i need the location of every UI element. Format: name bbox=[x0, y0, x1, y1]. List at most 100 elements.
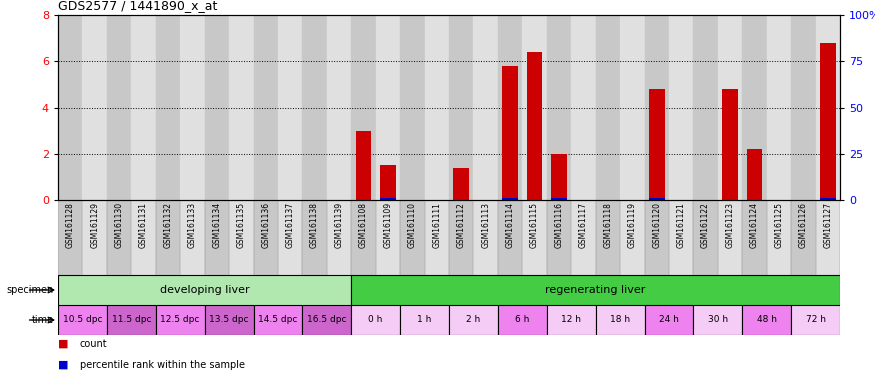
Text: GSM161135: GSM161135 bbox=[237, 202, 246, 248]
Bar bbox=[58, 15, 82, 200]
Bar bbox=[746, 149, 762, 200]
Bar bbox=[742, 15, 766, 200]
Text: GSM161139: GSM161139 bbox=[334, 202, 344, 248]
Bar bbox=[254, 200, 278, 275]
Bar bbox=[351, 305, 400, 335]
Bar bbox=[693, 15, 717, 200]
Text: regenerating liver: regenerating liver bbox=[545, 285, 646, 295]
Bar bbox=[327, 15, 351, 200]
Text: time: time bbox=[31, 315, 53, 325]
Text: GSM161129: GSM161129 bbox=[90, 202, 99, 248]
Text: GSM161115: GSM161115 bbox=[530, 202, 539, 248]
Bar bbox=[351, 15, 375, 200]
Text: GSM161108: GSM161108 bbox=[359, 202, 368, 248]
Text: GSM161133: GSM161133 bbox=[188, 202, 197, 248]
Text: GSM161127: GSM161127 bbox=[823, 202, 832, 248]
Bar bbox=[453, 168, 469, 200]
Text: GSM161126: GSM161126 bbox=[799, 202, 808, 248]
Bar bbox=[766, 200, 791, 275]
Bar bbox=[351, 275, 840, 305]
Text: GSM161120: GSM161120 bbox=[652, 202, 662, 248]
Bar bbox=[498, 15, 522, 200]
Bar bbox=[303, 200, 327, 275]
Bar bbox=[669, 200, 693, 275]
Text: GSM161113: GSM161113 bbox=[481, 202, 490, 248]
Text: GSM161134: GSM161134 bbox=[213, 202, 221, 248]
Bar bbox=[547, 200, 571, 275]
Bar bbox=[522, 200, 547, 275]
Text: GSM161117: GSM161117 bbox=[579, 202, 588, 248]
Text: 14.5 dpc: 14.5 dpc bbox=[258, 316, 298, 324]
Bar bbox=[375, 200, 400, 275]
Bar bbox=[766, 15, 791, 200]
Bar bbox=[596, 200, 620, 275]
Text: GDS2577 / 1441890_x_at: GDS2577 / 1441890_x_at bbox=[58, 0, 217, 12]
Text: ■: ■ bbox=[58, 360, 68, 370]
Bar bbox=[156, 305, 205, 335]
Text: GSM161112: GSM161112 bbox=[457, 202, 466, 248]
Bar bbox=[449, 305, 498, 335]
Text: ■: ■ bbox=[58, 339, 68, 349]
Bar bbox=[351, 200, 375, 275]
Bar bbox=[278, 15, 303, 200]
Bar bbox=[693, 200, 717, 275]
Bar bbox=[547, 15, 571, 200]
Bar bbox=[58, 200, 82, 275]
Text: GSM161110: GSM161110 bbox=[408, 202, 416, 248]
Text: GSM161123: GSM161123 bbox=[725, 202, 734, 248]
Text: 24 h: 24 h bbox=[659, 316, 679, 324]
Bar bbox=[327, 200, 351, 275]
Text: GSM161111: GSM161111 bbox=[432, 202, 441, 248]
Bar bbox=[400, 15, 424, 200]
Bar bbox=[527, 52, 542, 200]
Text: GSM161125: GSM161125 bbox=[774, 202, 783, 248]
Bar bbox=[571, 15, 596, 200]
Bar bbox=[502, 198, 518, 200]
Bar bbox=[82, 15, 107, 200]
Bar bbox=[82, 200, 107, 275]
Text: 6 h: 6 h bbox=[515, 316, 529, 324]
Bar bbox=[229, 15, 254, 200]
Bar bbox=[571, 200, 596, 275]
Text: GSM161136: GSM161136 bbox=[262, 202, 270, 248]
Text: developing liver: developing liver bbox=[160, 285, 249, 295]
Bar bbox=[820, 198, 836, 200]
Text: 16.5 dpc: 16.5 dpc bbox=[307, 316, 347, 324]
Bar bbox=[620, 200, 645, 275]
Bar bbox=[791, 305, 840, 335]
Text: 18 h: 18 h bbox=[610, 316, 630, 324]
Bar bbox=[620, 15, 645, 200]
Bar bbox=[400, 305, 449, 335]
Bar bbox=[551, 154, 567, 200]
Text: GSM161131: GSM161131 bbox=[139, 202, 148, 248]
Bar bbox=[58, 305, 107, 335]
Text: 0 h: 0 h bbox=[368, 316, 383, 324]
Bar bbox=[254, 305, 303, 335]
Bar bbox=[58, 275, 351, 305]
Text: GSM161118: GSM161118 bbox=[604, 202, 612, 248]
Text: GSM161138: GSM161138 bbox=[310, 202, 319, 248]
Text: 12 h: 12 h bbox=[561, 316, 581, 324]
Text: count: count bbox=[80, 339, 108, 349]
Bar bbox=[722, 89, 738, 200]
Text: GSM161132: GSM161132 bbox=[164, 202, 172, 248]
Bar bbox=[473, 15, 498, 200]
Text: specimen: specimen bbox=[6, 285, 53, 295]
Text: GSM161116: GSM161116 bbox=[555, 202, 564, 248]
Bar bbox=[596, 15, 620, 200]
Bar bbox=[107, 200, 131, 275]
Bar bbox=[380, 198, 396, 200]
Bar bbox=[180, 15, 205, 200]
Text: 48 h: 48 h bbox=[757, 316, 777, 324]
Text: 10.5 dpc: 10.5 dpc bbox=[63, 316, 102, 324]
Text: GSM161128: GSM161128 bbox=[66, 202, 74, 248]
Bar bbox=[424, 15, 449, 200]
Bar bbox=[156, 15, 180, 200]
Bar bbox=[551, 198, 567, 200]
Text: 2 h: 2 h bbox=[466, 316, 480, 324]
Text: 11.5 dpc: 11.5 dpc bbox=[112, 316, 151, 324]
Bar bbox=[816, 200, 840, 275]
Bar bbox=[742, 200, 766, 275]
Text: 13.5 dpc: 13.5 dpc bbox=[209, 316, 248, 324]
Bar bbox=[303, 15, 327, 200]
